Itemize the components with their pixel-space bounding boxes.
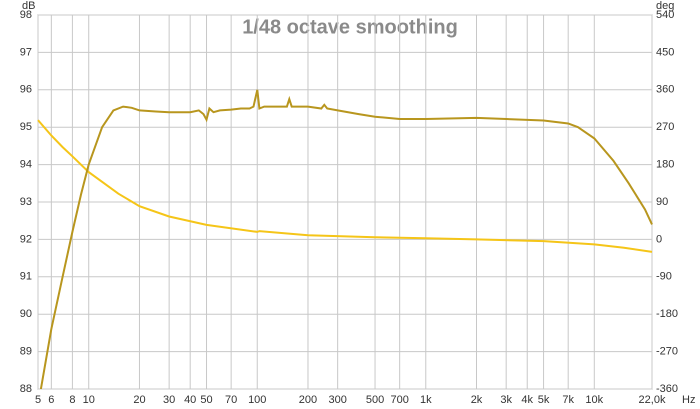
x-tick-label: 200 bbox=[299, 394, 317, 406]
y-tick-label: 96 bbox=[20, 84, 32, 96]
y-tick-label: 98 bbox=[20, 9, 32, 21]
x-tick-label: 70 bbox=[225, 394, 237, 406]
y2-tick-label: 0 bbox=[656, 233, 662, 245]
chart-title: 1/48 octave smoothing bbox=[242, 16, 458, 38]
y2-axis-label: deg bbox=[656, 0, 674, 12]
series-line bbox=[37, 119, 653, 253]
y-tick-label: 95 bbox=[20, 121, 32, 133]
x-tick-label: 5k bbox=[538, 394, 550, 406]
x-tick-label: 20 bbox=[133, 394, 145, 406]
y2-tick-label: 180 bbox=[656, 159, 674, 171]
x-tick-label: 300 bbox=[328, 394, 346, 406]
x-tick-label: 8 bbox=[69, 394, 75, 406]
y2-tick-label: 450 bbox=[656, 46, 674, 58]
x-tick-label: 1k bbox=[420, 394, 432, 406]
y2-tick-label: 90 bbox=[656, 196, 668, 208]
y2-tick-label: -360 bbox=[656, 383, 678, 395]
x-tick-label: 30 bbox=[163, 394, 175, 406]
x-tick-label: 10 bbox=[83, 394, 95, 406]
y-tick-label: 92 bbox=[20, 233, 32, 245]
y-tick-label: 88 bbox=[20, 383, 32, 395]
y-axis-label: dB bbox=[22, 0, 35, 12]
y2-tick-label: -270 bbox=[656, 346, 678, 358]
x-tick-label: 500 bbox=[366, 394, 384, 406]
y-tick-label: 93 bbox=[20, 196, 32, 208]
x-tick-label: 7k bbox=[562, 394, 574, 406]
x-tick-label: 4k bbox=[521, 394, 533, 406]
y2-tick-label: -90 bbox=[656, 271, 672, 283]
x-tick-label: 100 bbox=[248, 394, 266, 406]
x-tick-label: 10k bbox=[585, 394, 603, 406]
y-tick-label: 94 bbox=[20, 159, 32, 171]
y-tick-label: 91 bbox=[20, 271, 32, 283]
x-tick-label: 22,0k bbox=[639, 394, 666, 406]
y2-tick-label: -180 bbox=[656, 308, 678, 320]
y-tick-label: 89 bbox=[20, 346, 32, 358]
x-tick-label: 3k bbox=[500, 394, 512, 406]
x-tick-label: 700 bbox=[390, 394, 408, 406]
x-tick-label: 40 bbox=[184, 394, 196, 406]
series-line bbox=[39, 89, 653, 390]
y-tick-label: 97 bbox=[20, 46, 32, 58]
x-tick-label: 2k bbox=[471, 394, 483, 406]
y2-tick-label: 270 bbox=[656, 121, 674, 133]
x-unit: Hz bbox=[682, 394, 695, 406]
x-tick-label: 5 bbox=[35, 394, 41, 406]
y-tick-label: 90 bbox=[20, 308, 32, 320]
y2-tick-label: 360 bbox=[656, 84, 674, 96]
y2-tick-label: 540 bbox=[656, 9, 674, 21]
x-tick-label: 6 bbox=[48, 394, 54, 406]
x-tick-label: 50 bbox=[200, 394, 212, 406]
